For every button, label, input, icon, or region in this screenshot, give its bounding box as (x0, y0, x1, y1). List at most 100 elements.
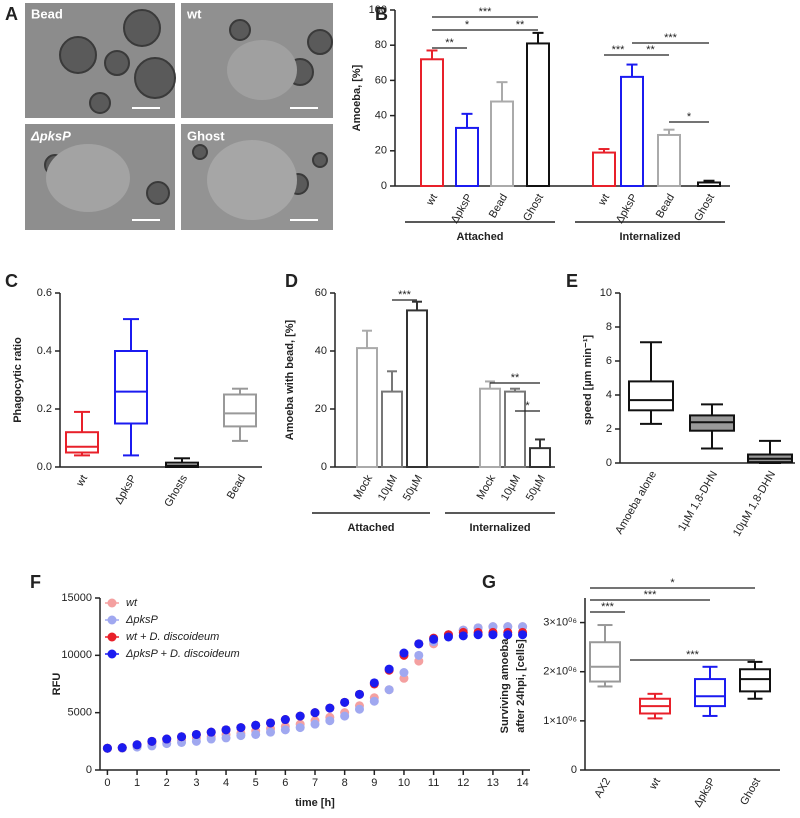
point (251, 720, 261, 730)
x-tick-label: ΔpksP (113, 473, 139, 507)
bar (479, 387, 501, 469)
panel-letter: C (5, 271, 18, 291)
x-tick-label: Bead (225, 473, 248, 501)
bar (657, 133, 681, 188)
x-tick-label: 6 (282, 777, 288, 789)
x-tick-label: 50µM (401, 473, 425, 503)
bar (455, 126, 479, 187)
bead (89, 92, 111, 114)
y-tick-label: 100 (369, 4, 387, 16)
point (399, 648, 409, 658)
significance-label: * (670, 577, 675, 589)
point (191, 736, 201, 746)
y-tick-label: 15000 (61, 592, 92, 604)
y-tick-label: 2×10⁰⁶ (543, 666, 577, 678)
significance-label: *** (686, 649, 700, 661)
image-label: Ghost (187, 128, 225, 143)
bead (229, 19, 251, 41)
bar (420, 58, 444, 187)
y-tick-label: 0.2 (37, 403, 52, 415)
bar (697, 181, 721, 187)
x-tick-label: Amoeba alone (613, 469, 659, 536)
point (503, 630, 513, 640)
y-tick-label: 80 (375, 39, 387, 51)
point (369, 696, 379, 706)
bar (504, 390, 526, 469)
bead (192, 144, 208, 160)
group-label: Internalized (619, 231, 680, 243)
point (458, 631, 468, 641)
image-label: ΔpksP (30, 128, 71, 143)
panel-letter: A (5, 4, 18, 24)
point (340, 697, 350, 707)
x-tick-label: Ghost (692, 192, 717, 223)
significance-label: *** (664, 32, 678, 44)
x-tick-label: ΔpksP (614, 192, 640, 226)
bead (307, 29, 333, 55)
x-tick-label: Bead (654, 192, 677, 220)
x-tick-label: 12 (457, 777, 469, 789)
y-tick-label: 40 (375, 110, 387, 122)
group-label: Internalized (469, 522, 530, 534)
scale-bars (132, 107, 318, 221)
point (251, 729, 261, 739)
point (429, 634, 439, 644)
significance-label: * (465, 19, 470, 31)
panel-letter: B (375, 4, 388, 24)
y-tick-label: 0 (86, 764, 92, 776)
point (325, 716, 335, 726)
x-tick-label: ΔpksP (449, 192, 475, 226)
legend-marker (107, 649, 117, 659)
point (473, 630, 483, 640)
point (206, 727, 216, 737)
x-tick-label: 7 (312, 777, 318, 789)
y-axis-label: Phagocytic ratio (12, 337, 24, 423)
y-tick-label: 10000 (61, 649, 92, 661)
point (414, 639, 424, 649)
point (310, 708, 320, 718)
y-tick-label: 0 (381, 180, 387, 192)
x-tick-label: Ghosts (162, 473, 190, 510)
bead (146, 181, 170, 205)
y-axis-label: RFU (51, 673, 63, 696)
panel-letter: D (285, 271, 298, 291)
x-tick-label: 14 (516, 777, 528, 789)
point (266, 727, 276, 737)
point (295, 723, 305, 733)
box (628, 380, 674, 412)
significance-label: ** (516, 19, 525, 31)
box (223, 393, 257, 428)
y-tick-label: 3×10⁰⁶ (543, 616, 577, 628)
x-tick-label: 9 (371, 777, 377, 789)
bar (620, 75, 644, 187)
x-tick-label: wt (647, 776, 663, 792)
point (266, 718, 276, 728)
y-tick-label: 60 (375, 74, 387, 86)
bar (406, 309, 428, 468)
x-tick-label: 4 (223, 777, 229, 789)
cell (207, 140, 297, 220)
y-tick-label: 60 (315, 287, 327, 299)
point (221, 733, 231, 743)
x-tick-label: 10µM (376, 473, 400, 503)
box (694, 678, 726, 708)
significance-label: *** (479, 6, 493, 18)
significance-label: ** (646, 44, 655, 56)
x-tick-label: 10µM 1,8-DHN (731, 469, 778, 539)
point (384, 685, 394, 695)
point (221, 725, 231, 735)
bead (123, 9, 161, 47)
y-tick-label: 0 (571, 764, 577, 776)
y-tick-label: 0.4 (37, 345, 52, 357)
x-tick-label: wt (424, 192, 440, 208)
point (340, 711, 350, 721)
y-tick-label: 0.0 (37, 461, 52, 473)
micrographs: Bead wt ΔpksP Ghost (25, 3, 333, 230)
x-tick-label: 1µM 1,8-DHN (676, 469, 720, 533)
panel-letter: F (30, 572, 41, 592)
x-tick-label: Bead (487, 192, 510, 220)
x-tick-label: wt (596, 192, 612, 208)
y-axis-label: after 24hpi, [cells] (515, 639, 527, 733)
legend-label: wt + D. discoideum (126, 631, 219, 643)
